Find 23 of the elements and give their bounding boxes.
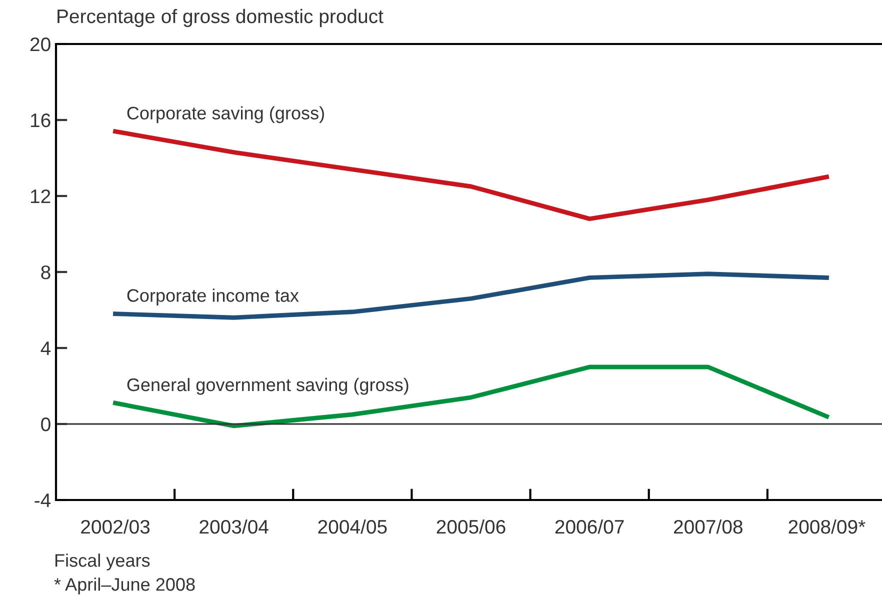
line-series: [113, 272, 829, 320]
line-series: [113, 364, 829, 428]
x-tick-label: 2006/07: [555, 519, 624, 534]
y-tick-label: 4: [40, 342, 51, 356]
x-tick-label: 2008/09*: [788, 519, 866, 534]
x-tick-label: 2003/04: [200, 519, 268, 534]
x-tick-label: 2007/08: [674, 519, 742, 534]
line-series: [113, 129, 829, 222]
y-tick-label: 0: [41, 417, 50, 432]
text: * April–June 2008: [54, 578, 195, 594]
x-tick-label: 2004/05: [318, 519, 387, 534]
y-tick-label: -4: [34, 494, 51, 508]
y-tick-label: 12: [30, 189, 50, 204]
x-axis-title: Fiscal years: [55, 554, 150, 570]
series-label: Corporate saving (gross): [127, 106, 324, 124]
y-axis-title: Percentage of gross domestic product: [58, 8, 384, 28]
series-label: General government saving (gross): [127, 378, 408, 395]
y-tick-label: 16: [30, 113, 50, 128]
y-tick-label: 8: [41, 265, 50, 280]
series-label: Corporate income tax: [127, 288, 299, 306]
x-tick-label: 2002/03: [81, 519, 150, 534]
y-tick-label: 20: [30, 37, 50, 52]
x-tick-label: 2005/06: [436, 519, 506, 534]
